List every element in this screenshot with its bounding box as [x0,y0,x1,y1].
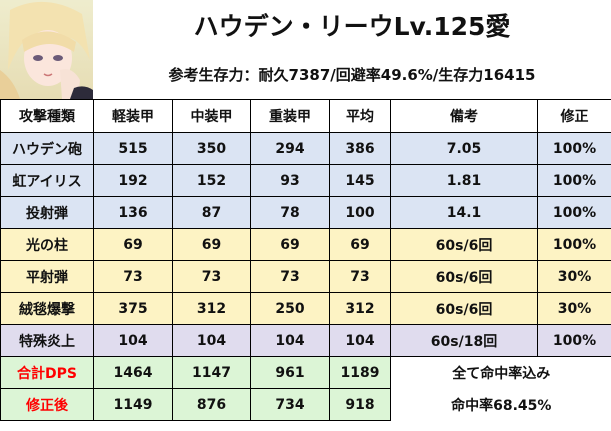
light-armor-value: 192 [93,164,173,197]
note-value: 1.81 [390,164,538,197]
column-header: 重装甲 [250,99,330,133]
light-armor-total: 1464 [93,356,173,389]
correction-value: 100% [537,196,611,229]
column-header: 修正 [537,99,611,133]
light-armor-value: 69 [93,228,173,261]
average-value: 386 [329,132,391,165]
medium-armor-corrected: 876 [172,388,251,421]
light-armor-value: 136 [93,196,173,229]
damage-table: 攻撃種類 軽装甲 中装甲 重装甲 平均 備考 修正 ハウデン砲 515 350 … [0,99,611,421]
attack-name: 平射弾 [0,260,94,293]
average-value: 100 [329,196,391,229]
attack-name: 投射弾 [0,196,94,229]
survivability-summary: 参考生存力：耐久7387/回避率49.6%/生存力16415 [168,65,536,84]
average-corrected: 918 [329,388,391,421]
table-row: 特殊炎上 104 104 104 104 60s/18回 100% [0,324,611,357]
column-header: 中装甲 [172,99,251,133]
light-armor-value: 515 [93,132,173,165]
medium-armor-value: 69 [172,228,251,261]
heavy-armor-value: 78 [250,196,330,229]
heavy-armor-value: 104 [250,324,330,357]
table-row: 光の柱 69 69 69 69 60s/6回 100% [0,228,611,261]
correction-value: 100% [537,324,611,357]
attack-name: 虹アイリス [0,164,94,197]
average-value: 104 [329,324,391,357]
heavy-armor-total: 961 [250,356,330,389]
table-header-row: 攻撃種類 軽装甲 中装甲 重装甲 平均 備考 修正 [0,99,611,133]
heavy-armor-value: 73 [250,260,330,293]
column-header: 軽装甲 [93,99,173,133]
character-portrait [0,0,93,99]
correction-value: 100% [537,132,611,165]
correction-value: 30% [537,292,611,325]
light-armor-value: 104 [93,324,173,357]
column-header: 平均 [329,99,391,133]
attack-name: ハウデン砲 [0,132,94,165]
medium-armor-value: 312 [172,292,251,325]
note-value: 60s/18回 [390,324,538,357]
heavy-armor-value: 69 [250,228,330,261]
heavy-armor-corrected: 734 [250,388,330,421]
attack-name: 特殊炎上 [0,324,94,357]
average-value: 73 [329,260,391,293]
note-value: 60s/6回 [390,228,538,261]
column-header: 攻撃種類 [0,99,94,133]
correction-value: 30% [537,260,611,293]
note-value: 7.05 [390,132,538,165]
light-armor-value: 375 [93,292,173,325]
correction-value: 100% [537,228,611,261]
corrected-dps-row: 修正後 1149 876 734 918 命中率68.45% [0,388,611,421]
corrected-label: 修正後 [0,388,94,421]
average-total: 1189 [329,356,391,389]
medium-armor-value: 87 [172,196,251,229]
column-header: 備考 [390,99,538,133]
total-dps-row: 合計DPS 1464 1147 961 1189 全て命中率込み [0,356,611,389]
total-dps-label: 合計DPS [0,356,94,389]
correction-value: 100% [537,164,611,197]
light-armor-corrected: 1149 [93,388,173,421]
table-row: 絨毯爆撃 375 312 250 312 60s/6回 30% [0,292,611,325]
attack-name: 絨毯爆撃 [0,292,94,325]
table-row: 投射弾 136 87 78 100 14.1 100% [0,196,611,229]
heavy-armor-value: 93 [250,164,330,197]
heavy-armor-value: 294 [250,132,330,165]
medium-armor-value: 73 [172,260,251,293]
medium-armor-total: 1147 [172,356,251,389]
hit-rate-note: 命中率68.45% [451,397,552,414]
medium-armor-value: 104 [172,324,251,357]
attack-name: 光の柱 [0,228,94,261]
note-value: 14.1 [390,196,538,229]
heavy-armor-value: 250 [250,292,330,325]
character-portrait-art [0,0,93,99]
average-value: 145 [329,164,391,197]
note-value: 60s/6回 [390,292,538,325]
average-value: 312 [329,292,391,325]
medium-armor-value: 350 [172,132,251,165]
table-row: 虹アイリス 192 152 93 145 1.81 100% [0,164,611,197]
medium-armor-value: 152 [172,164,251,197]
table-row: 平射弾 73 73 73 73 60s/6回 30% [0,260,611,293]
table-row: ハウデン砲 515 350 294 386 7.05 100% [0,132,611,165]
light-armor-value: 73 [93,260,173,293]
page-title: ハウデン・リーウLv.125愛 [193,12,511,41]
note-value: 60s/6回 [390,260,538,293]
total-note: 全て命中率込み [452,365,551,382]
average-value: 69 [329,228,391,261]
